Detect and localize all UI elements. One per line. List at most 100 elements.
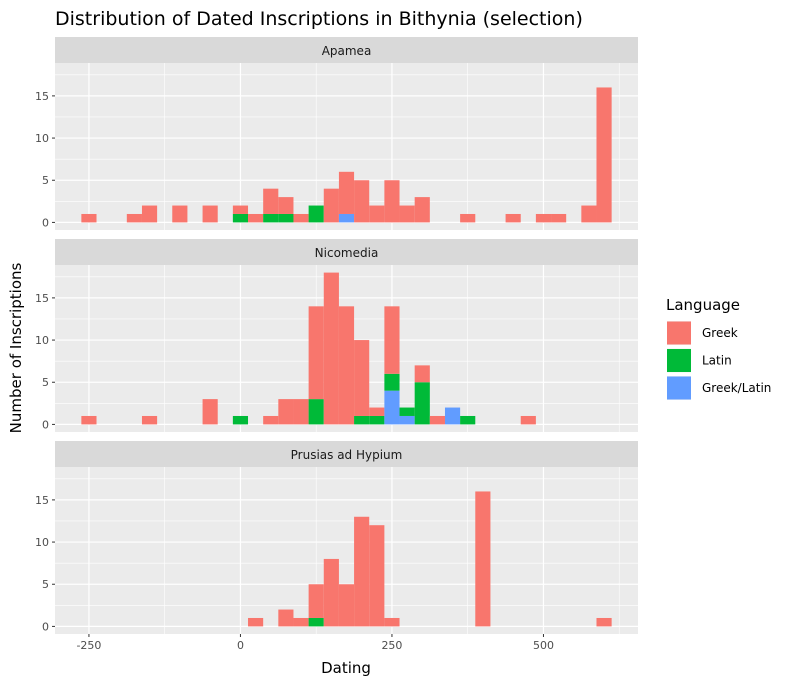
bar-greek (384, 180, 400, 223)
legend-title: Language (666, 296, 740, 314)
bar-greek (551, 213, 567, 223)
facet-panel: Nicomedia 0 5 10 15 (35, 239, 638, 432)
bar-greek (126, 213, 142, 223)
bar-greek (475, 491, 491, 627)
bar-greek (535, 213, 552, 223)
x-tick-label: 250 (381, 639, 402, 652)
bar-greek (248, 213, 264, 223)
bar-latin (232, 213, 249, 223)
facet-panel: Prusias ad Hypium 0 5 10 15 -250 0 250 500 (35, 441, 638, 652)
y-tick-label: 15 (35, 90, 49, 103)
bar-greek (399, 205, 415, 223)
bar-latin (414, 382, 430, 425)
bar-greek (354, 180, 370, 223)
bar-greek (369, 407, 385, 416)
bar-latin (384, 373, 400, 391)
x-tick-label: 500 (533, 639, 554, 652)
bar-greek (308, 584, 324, 618)
y-tick-label: 5 (42, 174, 49, 187)
y-tick-label: 15 (35, 494, 49, 507)
bar-greeklatin (338, 213, 355, 223)
facet-strip (55, 441, 638, 467)
bar-greek (323, 272, 339, 425)
x-tick-label: -250 (76, 639, 101, 652)
legend-label: Greek (702, 326, 738, 340)
bar-latin (369, 415, 385, 425)
bar-greek (232, 205, 249, 214)
x-axis-label: Dating (321, 659, 371, 677)
legend-swatch (667, 321, 691, 345)
bar-greek (248, 617, 264, 627)
bar-greek (278, 399, 294, 425)
bar-latin (460, 415, 476, 425)
bar-greek (323, 558, 339, 627)
bar-latin (308, 399, 324, 425)
bar-greek (338, 306, 355, 425)
bar-greek (581, 205, 597, 223)
bar-greek (81, 213, 97, 223)
bar-greeklatin (444, 407, 461, 425)
bar-greek (520, 415, 536, 425)
bar-greek (354, 516, 370, 627)
y-tick-label: 5 (42, 578, 49, 591)
bar-greek (202, 205, 218, 223)
bar-greek (263, 188, 279, 214)
facet-strip-label: Apamea (322, 44, 372, 58)
bar-greek (323, 188, 339, 223)
legend-label: Greek/Latin (702, 381, 771, 395)
y-tick-label: 0 (42, 620, 49, 633)
y-axis-label: Number of Inscriptions (7, 262, 25, 433)
y-tick-label: 10 (35, 536, 49, 549)
bar-latin (354, 415, 370, 425)
y-tick-label: 5 (42, 376, 49, 389)
legend-swatch (667, 376, 691, 400)
bar-latin (399, 407, 415, 416)
bar-greeklatin (384, 390, 400, 425)
bar-greek (354, 340, 370, 416)
y-tick-label: 10 (35, 132, 49, 145)
bar-greek (202, 399, 218, 425)
facet-strip (55, 239, 638, 265)
y-tick-label: 0 (42, 216, 49, 229)
y-tick-label: 0 (42, 418, 49, 431)
bar-greek (293, 213, 309, 223)
bar-greek (369, 525, 385, 627)
bar-greek (338, 171, 355, 214)
bar-greek (338, 584, 355, 627)
facet-strip-label: Nicomedia (315, 246, 379, 260)
legend: Language Greek Latin Greek/Latin (666, 296, 771, 400)
legend-swatch (667, 349, 691, 372)
bar-greek (308, 306, 324, 400)
bar-greek (278, 609, 294, 627)
bar-latin (308, 617, 324, 627)
bar-latin (278, 213, 294, 223)
bar-greek (505, 213, 521, 223)
bar-greek (429, 415, 445, 425)
chart-title: Distribution of Dated Inscriptions in Bi… (55, 8, 583, 30)
bar-greek (596, 617, 612, 627)
bar-greek (596, 87, 612, 223)
x-tick-label: 0 (237, 639, 244, 652)
bar-greek (384, 306, 400, 374)
bar-greek (293, 399, 309, 425)
bar-latin (232, 415, 249, 425)
bar-greek (141, 205, 158, 223)
facet-strip-label: Prusias ad Hypium (291, 448, 403, 462)
y-tick-label: 10 (35, 334, 49, 347)
bar-greek (460, 213, 476, 223)
bar-latin (308, 205, 324, 223)
bar-greek (172, 205, 188, 223)
legend-label: Latin (702, 354, 732, 368)
bar-greek (369, 205, 385, 223)
bar-greek (141, 415, 158, 425)
bar-greeklatin (399, 415, 415, 425)
y-tick-label: 15 (35, 292, 49, 305)
bar-latin (263, 213, 279, 223)
bar-greek (414, 365, 430, 383)
facet-strip (55, 37, 638, 63)
bar-greek (263, 415, 279, 425)
bar-greek (293, 617, 309, 627)
bar-greek (384, 617, 400, 627)
bar-greek (81, 415, 97, 425)
